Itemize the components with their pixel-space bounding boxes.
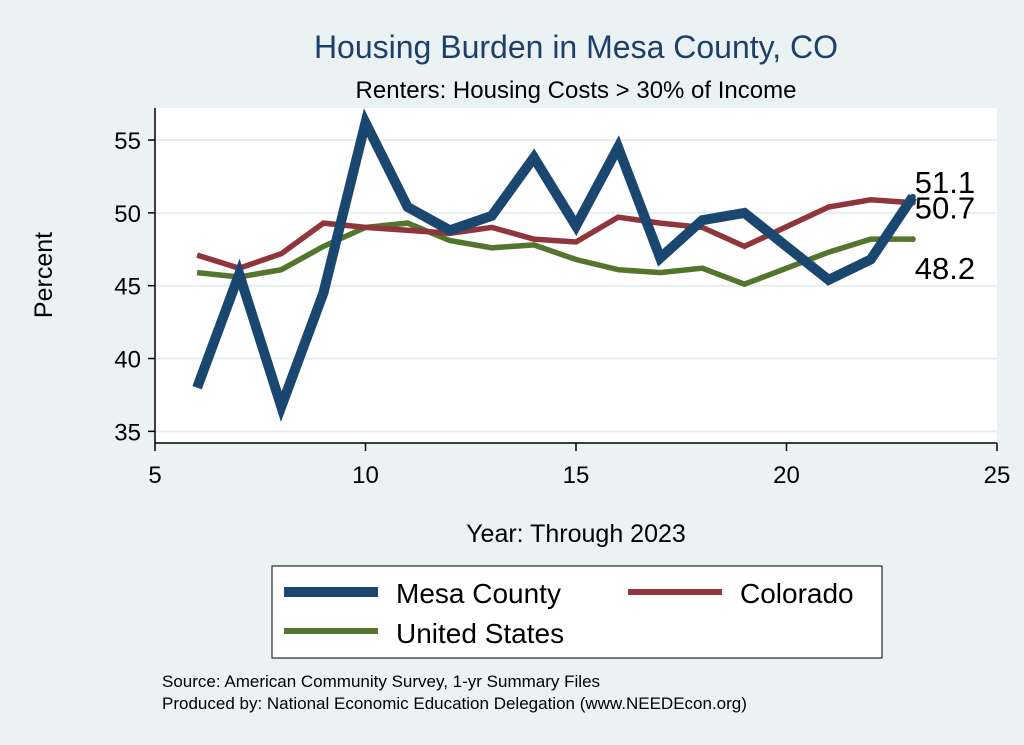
x-tick-label: 10 [352,462,379,489]
series-line-mesa-county [192,108,917,422]
series-end-point-mesa-county [909,193,916,200]
legend-label-colorado: Colorado [740,578,854,609]
y-tick-label: 35 [114,419,141,446]
series-line-united-states [196,220,913,288]
x-tick-label: 5 [148,462,161,489]
series-layer [192,108,917,422]
x-tick-label: 25 [984,462,1011,489]
legend-label-mesa-county: Mesa County [396,578,561,609]
end-label-layer: 51.150.7 48.2 [915,165,975,286]
x-axis-label: Year: Through 2023 [466,520,686,548]
legend-box [271,565,883,659]
y-tick-label: 45 [114,274,141,301]
x-tick-label: 20 [773,462,800,489]
chart-subtitle: Renters: Housing Costs > 30% of Income [356,77,797,104]
legend-label-united-states: United States [396,618,564,649]
plot-area [155,108,997,443]
chart-title: Housing Burden in Mesa County, CO [314,29,838,65]
y-tick-label: 40 [114,347,141,374]
series-end-point-united-states [909,236,916,243]
legend: Mesa County Colorado United States [271,565,883,659]
end-label-colorado: 50.7 [915,191,975,226]
end-label-mesa-county: 51.1 [915,165,975,200]
y-tick-label: 50 [114,201,141,228]
x-tick-label: 15 [563,462,590,489]
end-label-united-states: 48.2 [915,251,975,286]
producer-note: Produced by: National Economic Education… [162,694,747,713]
y-axis-label: Percent [30,232,58,318]
source-note: Source: American Community Survey, 1-yr … [162,672,600,691]
y-tick-label: 55 [114,128,141,155]
